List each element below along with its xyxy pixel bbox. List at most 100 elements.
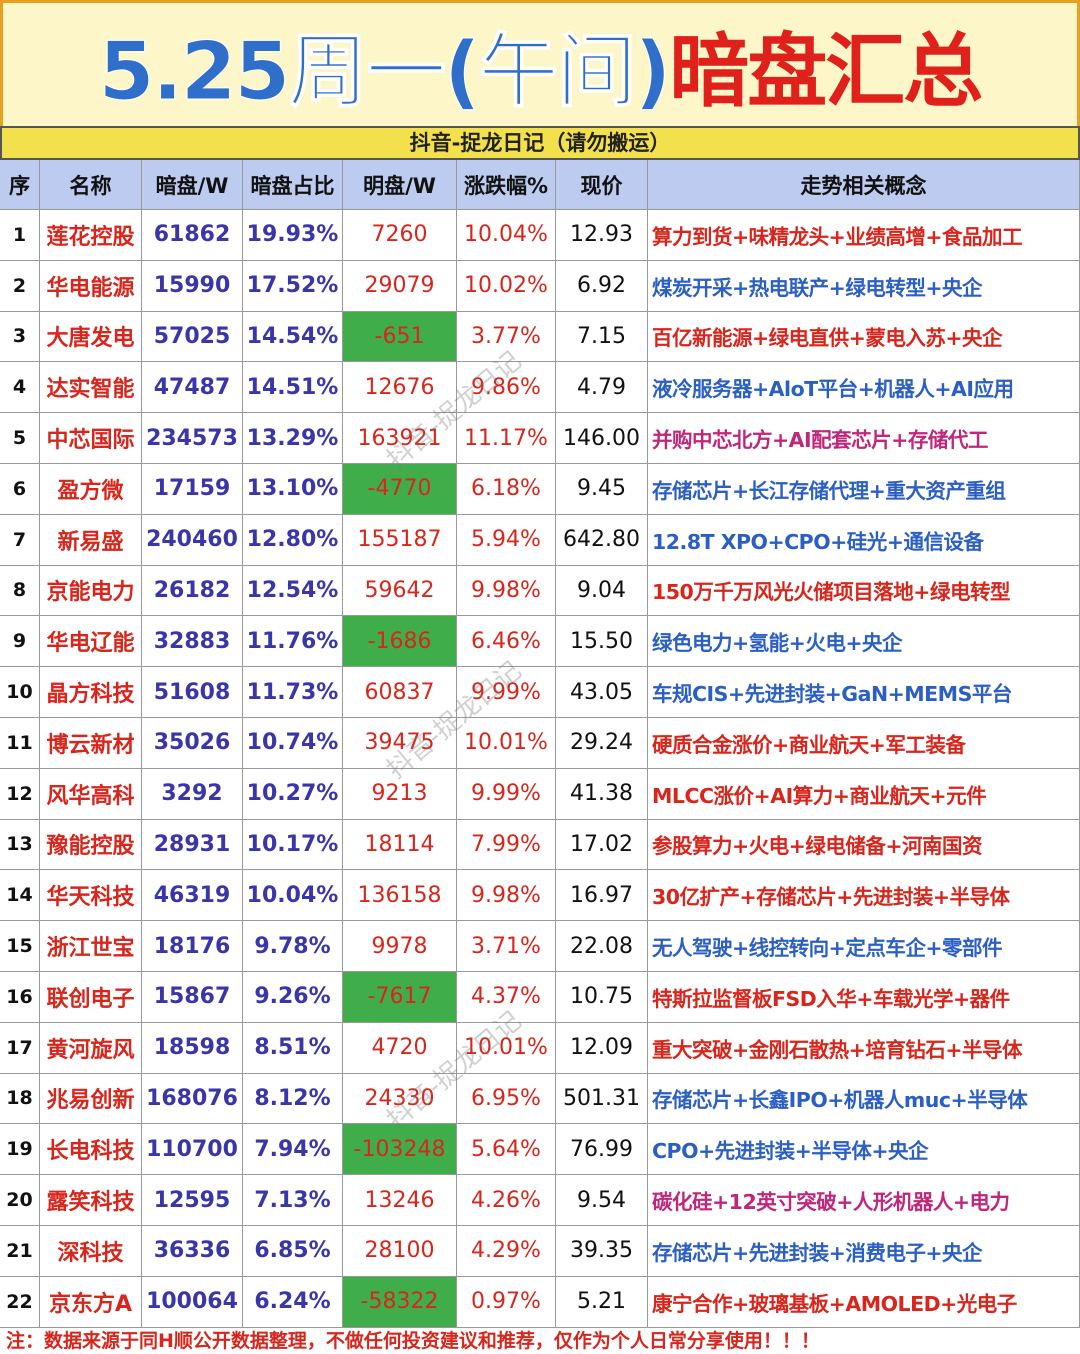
row-number: 20 xyxy=(0,1175,40,1226)
concepts: 存储芯片+长鑫IPO+机器人muc+半导体 xyxy=(648,1073,1080,1125)
open-volume: 155187 xyxy=(343,514,457,566)
row-number: 4 xyxy=(0,362,40,414)
concepts: 绿色电力+氢能+火电+央企 xyxy=(648,616,1080,668)
row-number: 17 xyxy=(0,1022,40,1074)
open-volume: 9978 xyxy=(343,921,457,972)
row-number: 11 xyxy=(0,717,40,769)
concepts: 无人驾驶+线控转向+定点车企+零部件 xyxy=(648,921,1080,972)
stock-name: 达实智能 xyxy=(40,362,142,414)
price: 6.92 xyxy=(556,260,648,312)
concepts: 并购中芯北方+AI配套芯片+存储代工 xyxy=(648,413,1080,464)
concepts: 康宁合作+玻璃基板+AMOLED+光电子 xyxy=(648,1276,1080,1328)
dark-pool-ratio: 10.04% xyxy=(243,870,343,922)
stock-name: 风华高科 xyxy=(40,768,142,820)
dark-pool-volume: 26182 xyxy=(142,565,243,617)
dark-pool-ratio: 9.78% xyxy=(243,921,343,972)
change-percent: 6.46% xyxy=(457,616,556,668)
stock-name: 联创电子 xyxy=(40,971,142,1023)
header-cell: 走势相关概念 xyxy=(648,160,1080,210)
concepts: 硬质合金涨价+商业航天+军工装备 xyxy=(648,717,1080,769)
row-number: 15 xyxy=(0,921,40,972)
row-number: 3 xyxy=(0,311,40,363)
change-percent: 10.01% xyxy=(457,1022,556,1074)
price: 9.04 xyxy=(556,565,648,617)
concepts: 存储芯片+长江存储代理+重大资产重组 xyxy=(648,463,1080,515)
stock-name: 豫能控股 xyxy=(40,819,142,871)
open-volume: -651 xyxy=(343,311,457,363)
dark-pool-volume: 12595 xyxy=(142,1175,243,1226)
change-percent: 4.26% xyxy=(457,1175,556,1226)
price: 29.24 xyxy=(556,717,648,769)
row-number: 6 xyxy=(0,463,40,515)
open-volume: 4720 xyxy=(343,1022,457,1074)
change-percent: 3.77% xyxy=(457,311,556,363)
dark-pool-ratio: 12.54% xyxy=(243,565,343,617)
row-number: 9 xyxy=(0,616,40,668)
dark-pool-volume: 46319 xyxy=(142,870,243,922)
dark-pool-ratio: 8.51% xyxy=(243,1022,343,1074)
price: 39.35 xyxy=(556,1225,648,1277)
stock-name: 盈方微 xyxy=(40,463,142,515)
stock-name: 莲花控股 xyxy=(40,210,142,261)
title-date: 5.25周一(午间) xyxy=(98,24,672,118)
open-volume: -103248 xyxy=(343,1124,457,1176)
price: 17.02 xyxy=(556,819,648,871)
price: 12.93 xyxy=(556,210,648,261)
row-number: 21 xyxy=(0,1225,40,1277)
dark-pool-ratio: 8.12% xyxy=(243,1073,343,1125)
price: 642.80 xyxy=(556,514,648,566)
dark-pool-ratio: 13.29% xyxy=(243,413,343,464)
price: 501.31 xyxy=(556,1073,648,1125)
concepts: 碳化硅+12英寸突破+人形机器人+电力 xyxy=(648,1175,1080,1226)
concepts: CPO+先进封装+半导体+央企 xyxy=(648,1124,1080,1176)
dark-pool-volume: 32883 xyxy=(142,616,243,668)
header-cell: 暗盘/W xyxy=(142,160,243,210)
table: 序名称 暗盘/W 暗盘占比 明盘/W 涨跌幅% 现价 走势相关概念 1 莲花控股 61862 19.… xyxy=(0,160,1080,1328)
dark-pool-volume: 51608 xyxy=(142,667,243,718)
change-percent: 11.17% xyxy=(457,413,556,464)
open-volume: 28100 xyxy=(343,1225,457,1277)
concepts: 特斯拉监督板FSD入华+车载光学+器件 xyxy=(648,971,1080,1023)
title-main: 暗盘汇总 xyxy=(669,24,983,118)
price: 12.09 xyxy=(556,1022,648,1074)
header-cell: 现价 xyxy=(556,160,648,210)
price: 5.21 xyxy=(556,1276,648,1328)
header-cell: 明盘/W xyxy=(343,160,457,210)
dark-pool-volume: 110700 xyxy=(142,1124,243,1176)
stock-name: 新易盛 xyxy=(40,514,142,566)
dark-pool-volume: 17159 xyxy=(142,463,243,515)
change-percent: 9.99% xyxy=(457,768,556,820)
stock-name: 中芯国际 xyxy=(40,413,142,464)
concepts: 车规CIS+先进封装+GaN+MEMS平台 xyxy=(648,667,1080,718)
row-number: 19 xyxy=(0,1124,40,1176)
row-number: 1 xyxy=(0,210,40,261)
stock-name: 浙江世宝 xyxy=(40,921,142,972)
change-percent: 7.99% xyxy=(457,819,556,871)
price: 15.50 xyxy=(556,616,648,668)
dark-pool-ratio: 19.93% xyxy=(243,210,343,261)
change-percent: 10.01% xyxy=(457,717,556,769)
subtitle: 抖音-捉龙日记（请勿搬运） xyxy=(0,126,1080,160)
dark-pool-ratio: 17.52% xyxy=(243,260,343,312)
dark-pool-ratio: 11.76% xyxy=(243,616,343,668)
dark-pool-ratio: 11.73% xyxy=(243,667,343,718)
change-percent: 9.99% xyxy=(457,667,556,718)
concepts: 参股算力+火电+绿电储备+河南国资 xyxy=(648,819,1080,871)
stock-name: 兆易创新 xyxy=(40,1073,142,1125)
stock-name: 晶方科技 xyxy=(40,667,142,718)
dark-pool-volume: 240460 xyxy=(142,514,243,566)
open-volume: 60837 xyxy=(343,667,457,718)
open-volume: 12676 xyxy=(343,362,457,414)
row-number: 22 xyxy=(0,1276,40,1328)
stock-name: 京能电力 xyxy=(40,565,142,617)
price: 43.05 xyxy=(556,667,648,718)
concepts: 重大突破+金刚石散热+培育钻石+半导体 xyxy=(648,1022,1080,1074)
footer-note: 注：数据来源于同H顺公开数据整理，不做任何投资建议和推荐，仅作为个人日常分享使用… xyxy=(0,1328,1080,1354)
open-volume: 7260 xyxy=(343,210,457,261)
open-volume: -58322 xyxy=(343,1276,457,1328)
concepts: 150万千万风光火储项目落地+绿电转型 xyxy=(648,565,1080,617)
dark-pool-volume: 61862 xyxy=(142,210,243,261)
dark-pool-ratio: 10.27% xyxy=(243,768,343,820)
open-volume: -4770 xyxy=(343,463,457,515)
dark-pool-volume: 168076 xyxy=(142,1073,243,1125)
